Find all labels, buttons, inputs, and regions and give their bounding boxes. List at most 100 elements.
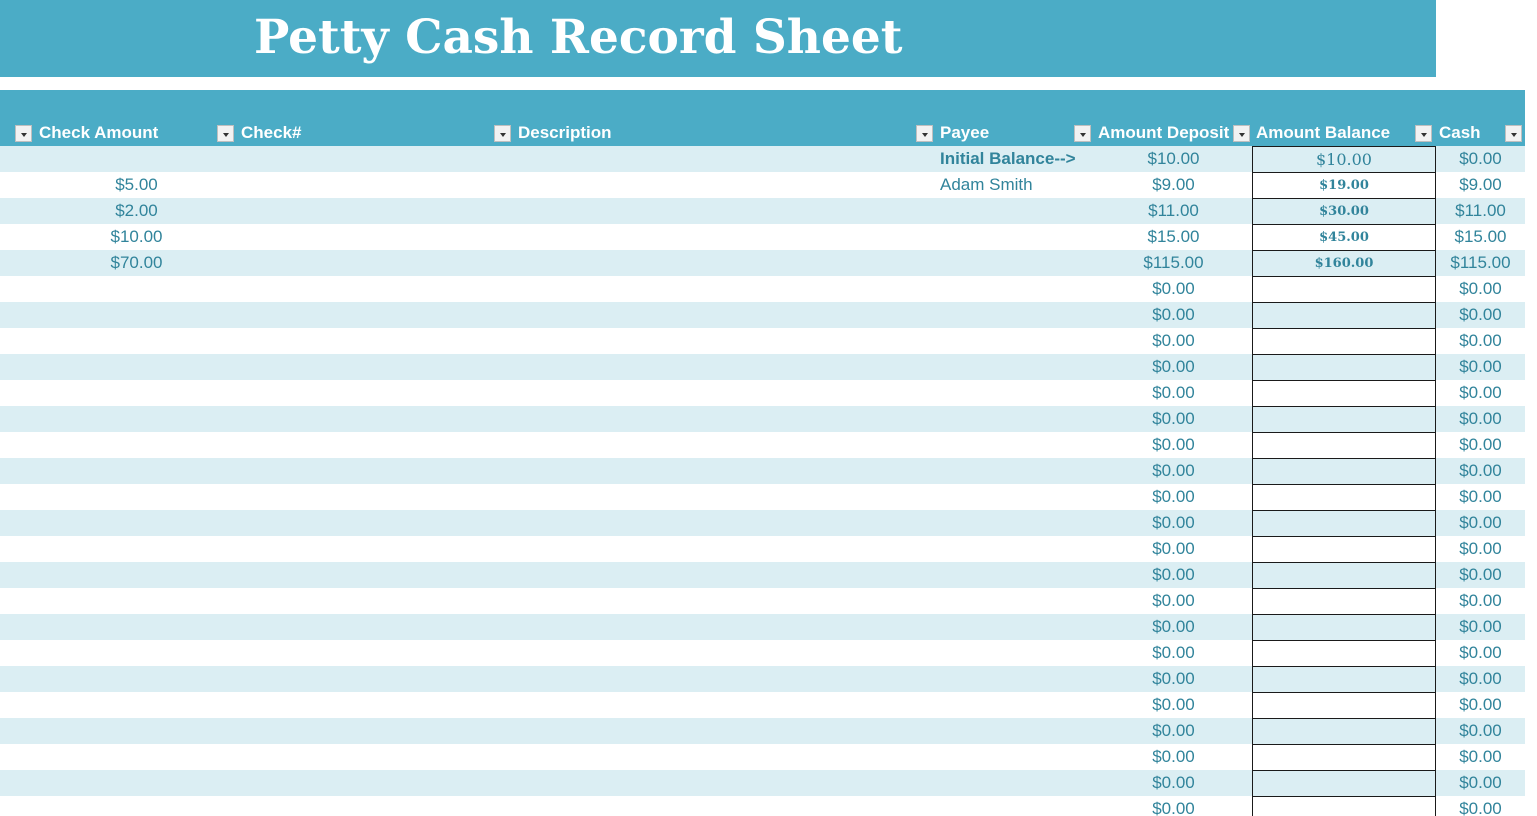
header-amount-balance[interactable]: Amount Balance [1256, 123, 1391, 142]
check-amount-cell[interactable] [0, 770, 273, 796]
header-description[interactable]: Description [518, 123, 612, 142]
amount-deposit-cell[interactable]: $0.00 [1152, 357, 1195, 376]
amount-deposit-cell[interactable]: $10.00 [1147, 149, 1200, 168]
amount-deposit-cell[interactable]: $0.00 [1152, 383, 1195, 402]
check-amount-cell[interactable] [0, 276, 273, 302]
amount-balance-cell[interactable] [1252, 796, 1436, 816]
amount-balance-cell[interactable] [1252, 562, 1436, 588]
amount-balance-cell[interactable] [1252, 484, 1436, 510]
amount-deposit-cell[interactable]: $11.00 [1148, 201, 1199, 220]
payee-cell[interactable] [940, 328, 1090, 354]
check-amount-cell[interactable]: $2.00 [115, 201, 158, 220]
cash-cell[interactable]: $0.00 [1459, 539, 1502, 558]
payee-cell[interactable] [940, 588, 1090, 614]
filter-dropdown-icon[interactable] [1415, 125, 1432, 142]
check-amount-cell[interactable] [0, 588, 273, 614]
amount-deposit-cell[interactable]: $0.00 [1152, 331, 1195, 350]
amount-deposit-cell[interactable]: $9.00 [1152, 175, 1195, 194]
amount-balance-cell[interactable]: $45.00 [1252, 224, 1436, 250]
amount-balance-cell[interactable] [1252, 276, 1436, 302]
filter-dropdown-icon[interactable] [1505, 125, 1522, 142]
filter-dropdown-icon[interactable] [1074, 125, 1091, 142]
cash-cell[interactable]: $115.00 [1450, 253, 1511, 272]
cash-cell[interactable]: $0.00 [1459, 617, 1502, 636]
amount-deposit-cell[interactable]: $0.00 [1152, 695, 1195, 714]
payee-cell[interactable] [940, 458, 1090, 484]
payee-cell[interactable] [940, 354, 1090, 380]
cash-cell[interactable]: $0.00 [1459, 383, 1502, 402]
check-amount-cell[interactable] [0, 666, 273, 692]
cash-cell[interactable]: $0.00 [1459, 591, 1502, 610]
check-amount-cell[interactable] [0, 640, 273, 666]
check-amount-cell[interactable] [0, 536, 273, 562]
cash-cell[interactable]: $0.00 [1459, 669, 1502, 688]
amount-deposit-cell[interactable]: $0.00 [1152, 617, 1195, 636]
payee-cell[interactable] [940, 198, 1090, 224]
check-amount-cell[interactable] [0, 406, 273, 432]
cash-cell[interactable]: $0.00 [1459, 305, 1502, 324]
cash-cell[interactable]: $11.00 [1455, 201, 1506, 220]
payee-cell[interactable] [940, 302, 1090, 328]
header-amount-deposit[interactable]: Amount Deposit [1098, 123, 1230, 142]
cash-cell[interactable]: $0.00 [1459, 435, 1502, 454]
amount-deposit-cell[interactable]: $0.00 [1152, 773, 1195, 792]
payee-cell[interactable] [940, 510, 1090, 536]
filter-dropdown-icon[interactable] [494, 125, 511, 142]
payee-cell[interactable] [940, 718, 1090, 744]
cash-cell[interactable]: $0.00 [1459, 799, 1502, 816]
check-amount-cell[interactable] [0, 328, 273, 354]
amount-deposit-cell[interactable]: $0.00 [1152, 487, 1195, 506]
payee-cell[interactable] [940, 640, 1090, 666]
check-amount-cell[interactable] [0, 458, 273, 484]
payee-cell[interactable] [940, 744, 1090, 770]
amount-balance-cell[interactable] [1252, 718, 1436, 744]
amount-deposit-cell[interactable]: $0.00 [1152, 435, 1195, 454]
payee-cell[interactable] [940, 770, 1090, 796]
amount-balance-cell[interactable] [1252, 614, 1436, 640]
cash-cell[interactable]: $0.00 [1459, 773, 1502, 792]
amount-balance-cell[interactable] [1252, 692, 1436, 718]
amount-balance-cell[interactable] [1252, 744, 1436, 770]
payee-cell[interactable] [940, 432, 1090, 458]
payee-cell[interactable] [940, 380, 1090, 406]
check-amount-cell[interactable] [0, 744, 273, 770]
filter-dropdown-icon[interactable] [916, 125, 933, 142]
amount-balance-cell[interactable] [1252, 588, 1436, 614]
check-amount-cell[interactable] [0, 614, 273, 640]
cash-cell[interactable]: $0.00 [1459, 487, 1502, 506]
amount-deposit-cell[interactable]: $0.00 [1152, 461, 1195, 480]
payee-cell[interactable] [940, 536, 1090, 562]
check-amount-cell[interactable] [0, 484, 273, 510]
check-amount-cell[interactable] [0, 510, 273, 536]
payee-cell[interactable] [940, 692, 1090, 718]
check-amount-cell[interactable] [0, 302, 273, 328]
amount-balance-cell[interactable] [1252, 770, 1436, 796]
cash-cell[interactable]: $0.00 [1459, 643, 1502, 662]
amount-balance-cell[interactable] [1252, 536, 1436, 562]
amount-deposit-cell[interactable]: $0.00 [1152, 279, 1195, 298]
filter-dropdown-icon[interactable] [1233, 125, 1250, 142]
amount-deposit-cell[interactable]: $0.00 [1152, 565, 1195, 584]
cash-cell[interactable]: $0.00 [1459, 695, 1502, 714]
amount-deposit-cell[interactable]: $0.00 [1152, 539, 1195, 558]
check-amount-cell[interactable] [0, 718, 273, 744]
filter-dropdown-icon[interactable] [217, 125, 234, 142]
payee-cell[interactable] [940, 666, 1090, 692]
amount-deposit-cell[interactable]: $0.00 [1152, 747, 1195, 766]
amount-deposit-cell[interactable]: $0.00 [1152, 409, 1195, 428]
check-amount-cell[interactable] [0, 146, 273, 172]
amount-deposit-cell[interactable]: $15.00 [1147, 227, 1200, 246]
amount-balance-cell[interactable]: $10.00 [1252, 146, 1436, 172]
amount-balance-cell[interactable] [1252, 406, 1436, 432]
amount-balance-cell[interactable]: $30.00 [1252, 198, 1436, 224]
payee-cell[interactable]: Adam Smith [940, 175, 1033, 194]
cash-cell[interactable]: $0.00 [1459, 513, 1502, 532]
payee-cell[interactable] [940, 562, 1090, 588]
payee-cell[interactable]: Initial Balance--> [940, 149, 1076, 168]
cash-cell[interactable]: $0.00 [1459, 461, 1502, 480]
amount-deposit-cell[interactable]: $0.00 [1152, 721, 1195, 740]
amount-balance-cell[interactable] [1252, 302, 1436, 328]
payee-cell[interactable] [940, 484, 1090, 510]
header-check-number[interactable]: Check# [241, 123, 302, 142]
check-amount-cell[interactable] [0, 692, 273, 718]
